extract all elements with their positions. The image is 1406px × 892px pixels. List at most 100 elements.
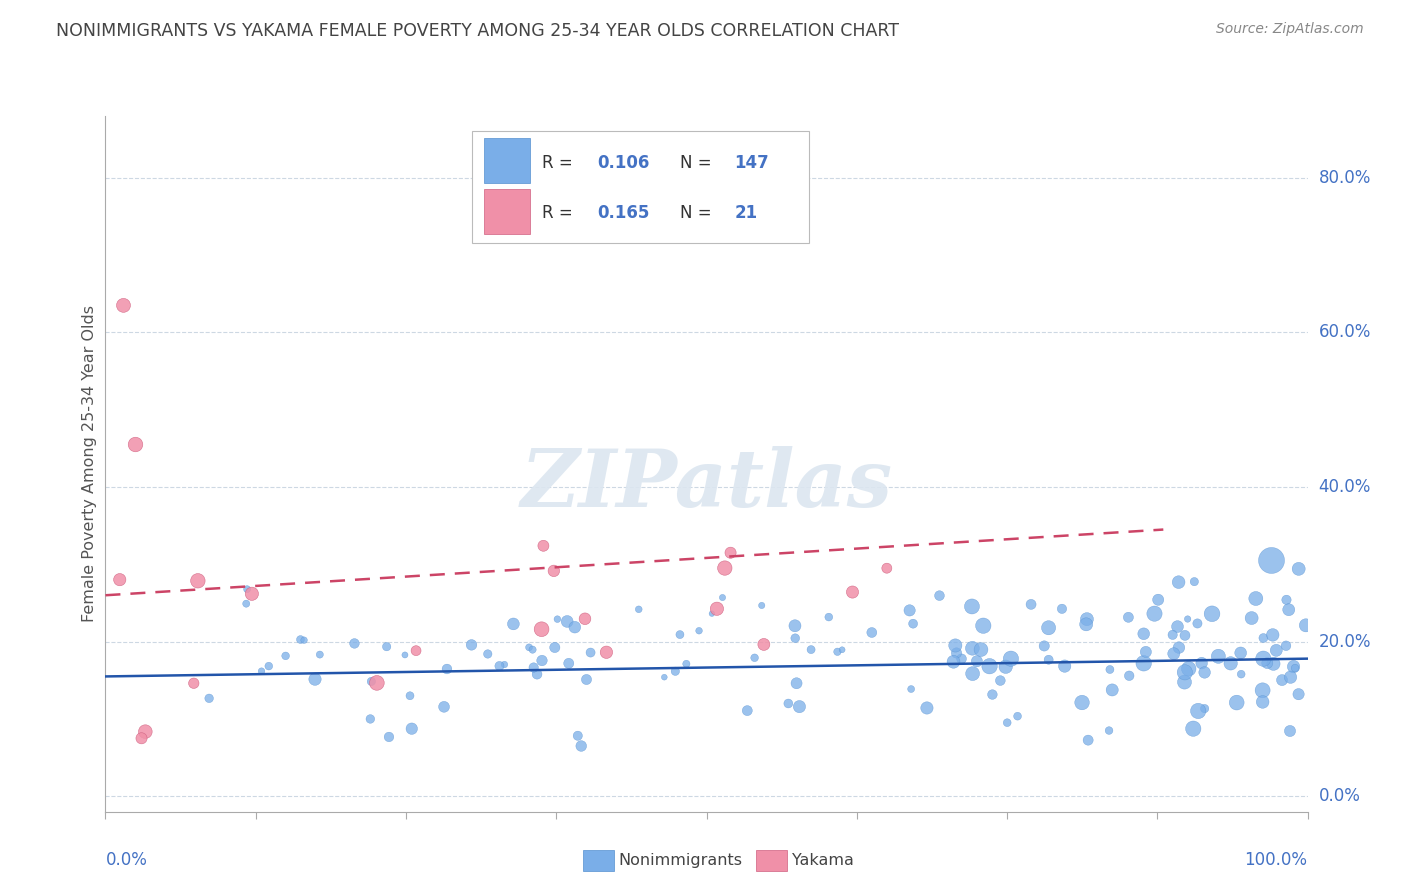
Point xyxy=(1038,621,1060,635)
Text: 0.106: 0.106 xyxy=(598,153,650,171)
Point xyxy=(789,699,811,714)
Point xyxy=(1174,665,1197,680)
Point xyxy=(1275,639,1298,653)
Point xyxy=(131,731,153,746)
Point xyxy=(198,691,221,706)
Point xyxy=(841,585,863,599)
Point xyxy=(700,607,723,621)
Point xyxy=(1208,649,1230,664)
Text: 60.0%: 60.0% xyxy=(1319,324,1371,342)
Text: R =: R = xyxy=(541,204,578,222)
Point xyxy=(1219,657,1241,671)
Point xyxy=(1230,667,1253,681)
Point xyxy=(274,648,297,663)
Text: 21: 21 xyxy=(734,204,758,222)
Point xyxy=(1288,562,1310,576)
Point xyxy=(574,612,596,626)
Text: 40.0%: 40.0% xyxy=(1319,478,1371,496)
Point xyxy=(366,676,388,690)
Point xyxy=(1229,646,1251,660)
Point xyxy=(1187,704,1209,718)
Point xyxy=(579,646,602,660)
Point xyxy=(928,589,950,603)
Point xyxy=(1163,647,1185,661)
Point xyxy=(359,712,381,726)
Y-axis label: Female Poverty Among 25-34 Year Olds: Female Poverty Among 25-34 Year Olds xyxy=(82,305,97,623)
FancyBboxPatch shape xyxy=(472,131,808,243)
Point xyxy=(669,627,692,641)
Point xyxy=(124,437,146,451)
Point xyxy=(945,646,967,660)
Point xyxy=(1007,709,1029,723)
Point xyxy=(915,701,938,715)
Point xyxy=(360,674,382,689)
FancyBboxPatch shape xyxy=(484,189,530,235)
Point xyxy=(1256,656,1278,670)
Point xyxy=(558,657,581,671)
Point xyxy=(1019,598,1042,612)
Point xyxy=(1173,675,1195,690)
Point xyxy=(800,642,823,657)
Point xyxy=(1279,670,1302,684)
Point xyxy=(1033,639,1056,653)
Point xyxy=(1194,665,1216,680)
Text: N =: N = xyxy=(681,204,717,222)
Point xyxy=(675,657,697,671)
FancyBboxPatch shape xyxy=(484,138,530,184)
Point xyxy=(1260,553,1282,567)
Text: ZIPatlas: ZIPatlas xyxy=(520,446,893,524)
Point xyxy=(970,642,993,657)
Point xyxy=(860,625,883,640)
Point xyxy=(531,539,554,553)
Point xyxy=(786,676,808,690)
Point xyxy=(1132,627,1154,641)
Point xyxy=(378,730,401,744)
Point xyxy=(134,724,156,739)
Point xyxy=(1261,628,1284,642)
Point xyxy=(1050,602,1073,616)
Point xyxy=(1253,631,1275,645)
Point xyxy=(1143,607,1166,621)
Point xyxy=(575,673,598,687)
Point xyxy=(1244,591,1267,606)
Point xyxy=(183,676,205,690)
Point xyxy=(1038,653,1060,667)
Point xyxy=(477,647,499,661)
Text: 100.0%: 100.0% xyxy=(1244,851,1308,869)
Text: NONIMMIGRANTS VS YAKAMA FEMALE POVERTY AMONG 25-34 YEAR OLDS CORRELATION CHART: NONIMMIGRANTS VS YAKAMA FEMALE POVERTY A… xyxy=(56,22,900,40)
Point xyxy=(1265,643,1288,657)
Point xyxy=(1278,603,1301,617)
Point xyxy=(1263,657,1285,671)
Point xyxy=(1295,618,1317,632)
Point xyxy=(1166,619,1188,633)
Point xyxy=(1174,628,1197,642)
Point xyxy=(250,664,273,678)
Point xyxy=(544,640,567,655)
Text: 80.0%: 80.0% xyxy=(1319,169,1371,186)
Point xyxy=(966,654,988,668)
Point xyxy=(399,689,422,703)
Point xyxy=(1053,659,1076,673)
Point xyxy=(112,298,135,312)
Point xyxy=(1251,683,1274,698)
Point xyxy=(1187,616,1209,631)
Point xyxy=(1194,701,1216,715)
Point xyxy=(981,688,1004,702)
Point xyxy=(1201,607,1223,621)
Point xyxy=(706,601,728,615)
Text: 0.165: 0.165 xyxy=(598,204,650,222)
Text: R =: R = xyxy=(541,153,578,171)
Point xyxy=(960,599,983,614)
Point xyxy=(735,704,758,718)
Point xyxy=(1275,592,1298,607)
Point xyxy=(1251,695,1274,709)
Point xyxy=(343,636,366,650)
Point xyxy=(523,660,546,674)
Point xyxy=(1177,662,1199,676)
Point xyxy=(1253,651,1275,665)
Point xyxy=(546,612,568,626)
Text: Yakama: Yakama xyxy=(792,854,853,868)
Point xyxy=(898,603,921,617)
Point xyxy=(394,648,416,662)
Text: Source: ZipAtlas.com: Source: ZipAtlas.com xyxy=(1216,22,1364,37)
